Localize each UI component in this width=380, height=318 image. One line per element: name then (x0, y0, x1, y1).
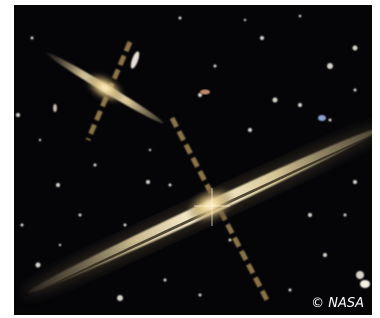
space-scene: © NASA (14, 5, 380, 315)
photo-credit: © NASA (311, 296, 364, 311)
page: © NASA (() => { const data = JSON.parse(… (0, 0, 380, 318)
photo: © NASA (0, 0, 380, 318)
